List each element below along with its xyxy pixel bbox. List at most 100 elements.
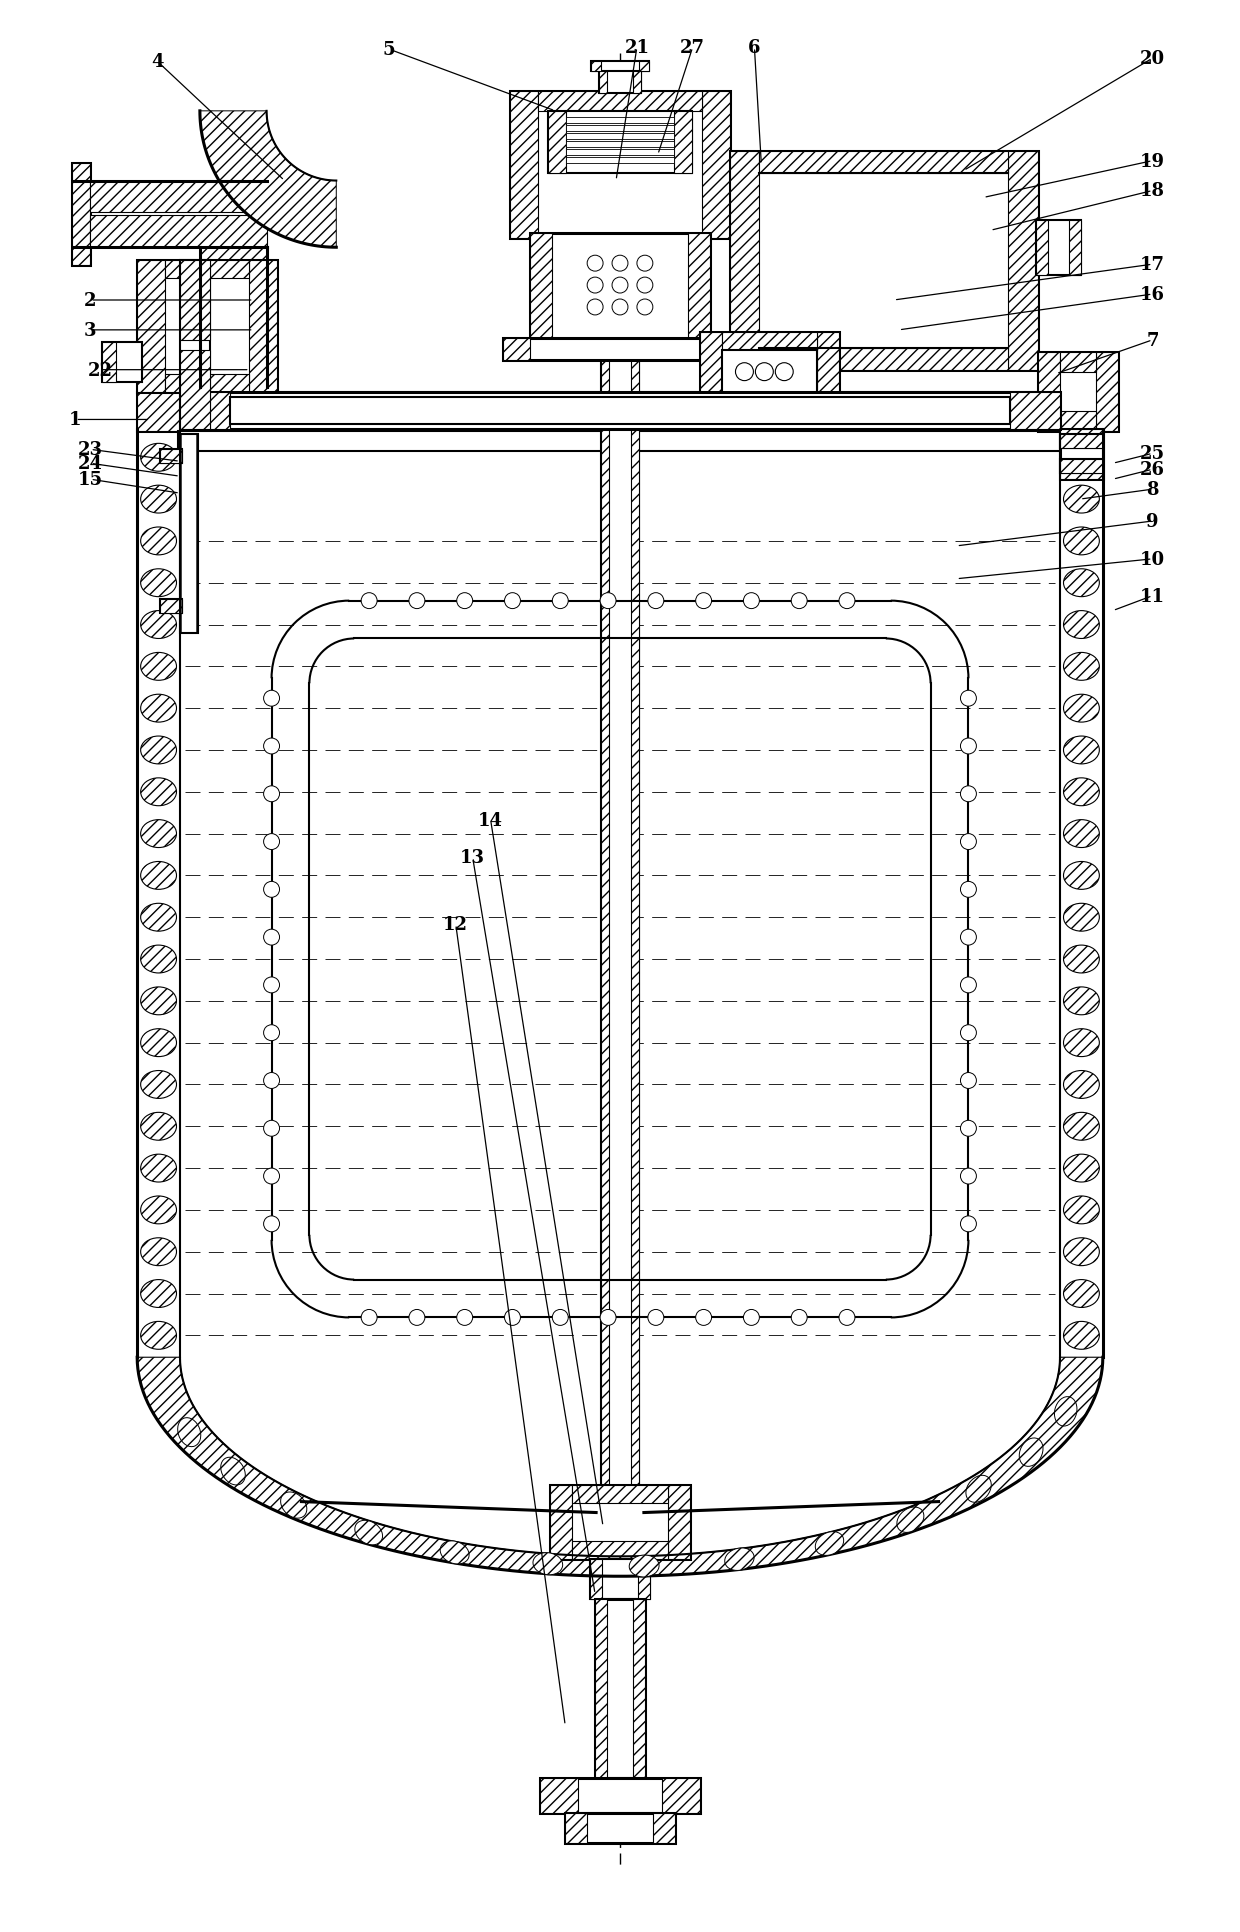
Text: 10: 10: [1140, 551, 1166, 568]
Bar: [541, 1779, 578, 1814]
Circle shape: [588, 257, 603, 272]
Ellipse shape: [1064, 736, 1100, 765]
Ellipse shape: [533, 1553, 563, 1575]
Bar: [599, 64, 641, 95]
Circle shape: [264, 978, 279, 993]
Circle shape: [456, 593, 472, 609]
Bar: [1060, 392, 1102, 433]
Bar: [572, 1542, 668, 1559]
Bar: [1060, 435, 1102, 448]
Circle shape: [755, 363, 774, 381]
Circle shape: [264, 692, 279, 707]
Bar: [541, 1779, 699, 1814]
Bar: [200, 247, 267, 388]
Bar: [1060, 460, 1102, 473]
Circle shape: [637, 278, 652, 294]
Text: 13: 13: [460, 848, 485, 867]
Bar: [662, 1779, 699, 1814]
Circle shape: [744, 1310, 759, 1325]
Ellipse shape: [724, 1548, 754, 1571]
Ellipse shape: [1064, 1070, 1100, 1099]
Text: 2: 2: [84, 292, 97, 309]
Bar: [511, 93, 729, 240]
Bar: [565, 1814, 675, 1843]
Text: 12: 12: [443, 916, 469, 933]
Bar: [160, 599, 182, 612]
Ellipse shape: [140, 696, 176, 723]
Ellipse shape: [140, 487, 176, 514]
Ellipse shape: [1064, 1196, 1100, 1225]
Bar: [138, 261, 165, 392]
Bar: [103, 342, 117, 383]
Text: 3: 3: [84, 323, 97, 340]
Polygon shape: [138, 1358, 1102, 1577]
Circle shape: [264, 929, 279, 945]
Ellipse shape: [140, 1113, 176, 1140]
Bar: [551, 1486, 572, 1559]
Ellipse shape: [177, 1418, 201, 1447]
Ellipse shape: [140, 1030, 176, 1057]
Ellipse shape: [1064, 987, 1100, 1014]
Ellipse shape: [140, 444, 176, 471]
Ellipse shape: [355, 1520, 383, 1546]
Circle shape: [613, 257, 627, 272]
Bar: [138, 392, 1102, 433]
Text: 1: 1: [69, 412, 82, 429]
Bar: [668, 1486, 689, 1559]
Bar: [180, 261, 210, 431]
Bar: [941, 392, 1060, 433]
Bar: [631, 70, 639, 1636]
Ellipse shape: [1064, 821, 1100, 848]
Text: 20: 20: [1140, 50, 1166, 68]
Ellipse shape: [140, 653, 176, 680]
Text: 27: 27: [681, 39, 706, 58]
Bar: [590, 1559, 603, 1600]
Bar: [1060, 412, 1096, 433]
Text: 18: 18: [1140, 182, 1166, 201]
Text: 7: 7: [1146, 332, 1159, 350]
Circle shape: [696, 1310, 712, 1325]
Circle shape: [637, 257, 652, 272]
Ellipse shape: [815, 1532, 843, 1555]
Bar: [531, 234, 709, 344]
Bar: [180, 350, 210, 431]
Bar: [249, 261, 277, 392]
Ellipse shape: [1064, 653, 1100, 680]
Circle shape: [961, 929, 976, 945]
Bar: [511, 93, 538, 240]
Circle shape: [600, 593, 616, 609]
Bar: [572, 1486, 668, 1503]
Bar: [699, 332, 839, 412]
Ellipse shape: [140, 736, 176, 765]
Circle shape: [264, 738, 279, 755]
Bar: [548, 112, 567, 174]
Ellipse shape: [140, 904, 176, 931]
Ellipse shape: [966, 1476, 991, 1503]
Circle shape: [264, 786, 279, 802]
Ellipse shape: [140, 1196, 176, 1225]
Ellipse shape: [1064, 444, 1100, 471]
Circle shape: [961, 1026, 976, 1041]
Ellipse shape: [1064, 945, 1100, 974]
Circle shape: [264, 835, 279, 850]
Bar: [160, 599, 182, 612]
Bar: [639, 62, 649, 71]
Bar: [729, 151, 1038, 371]
Bar: [1037, 222, 1048, 276]
Text: 22: 22: [88, 361, 113, 379]
Bar: [817, 332, 839, 412]
Bar: [91, 216, 267, 247]
Bar: [567, 126, 673, 131]
Bar: [699, 332, 722, 412]
Ellipse shape: [1064, 1238, 1100, 1265]
Circle shape: [264, 881, 279, 898]
Ellipse shape: [140, 779, 176, 806]
Bar: [590, 1559, 650, 1600]
Bar: [551, 1486, 689, 1559]
Circle shape: [264, 1217, 279, 1233]
Circle shape: [409, 593, 425, 609]
Text: 24: 24: [78, 456, 103, 473]
Ellipse shape: [140, 1279, 176, 1308]
Bar: [1060, 466, 1102, 479]
Ellipse shape: [1064, 570, 1100, 597]
